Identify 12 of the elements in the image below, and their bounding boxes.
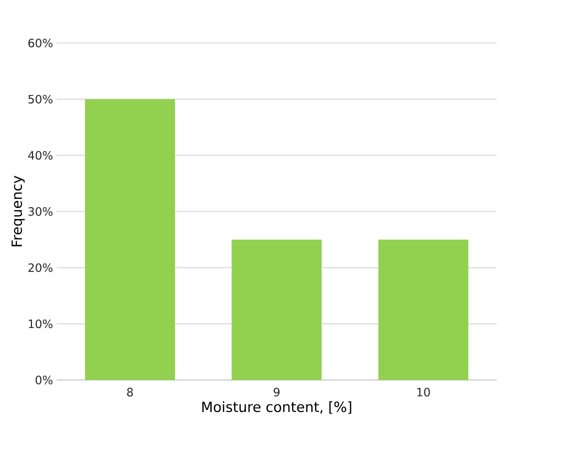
x-tick-label: 8	[127, 388, 133, 396]
y-tick-label: 0%	[36, 376, 53, 384]
y-tick-label: 30%	[28, 207, 53, 216]
x-axis-title: Moisture content, [%]	[202, 401, 352, 414]
y-axis-title: Frequency	[12, 176, 25, 246]
y-tick-label: 40%	[28, 150, 53, 160]
x-tick-label: 9	[274, 388, 280, 396]
y-tick-label: 60%	[28, 38, 53, 48]
y-tick-label: 20%	[28, 263, 53, 272]
y-tick-label: 50%	[28, 94, 53, 104]
y-tick-label: 10%	[28, 319, 53, 328]
x-tick-label: 10	[417, 388, 430, 396]
